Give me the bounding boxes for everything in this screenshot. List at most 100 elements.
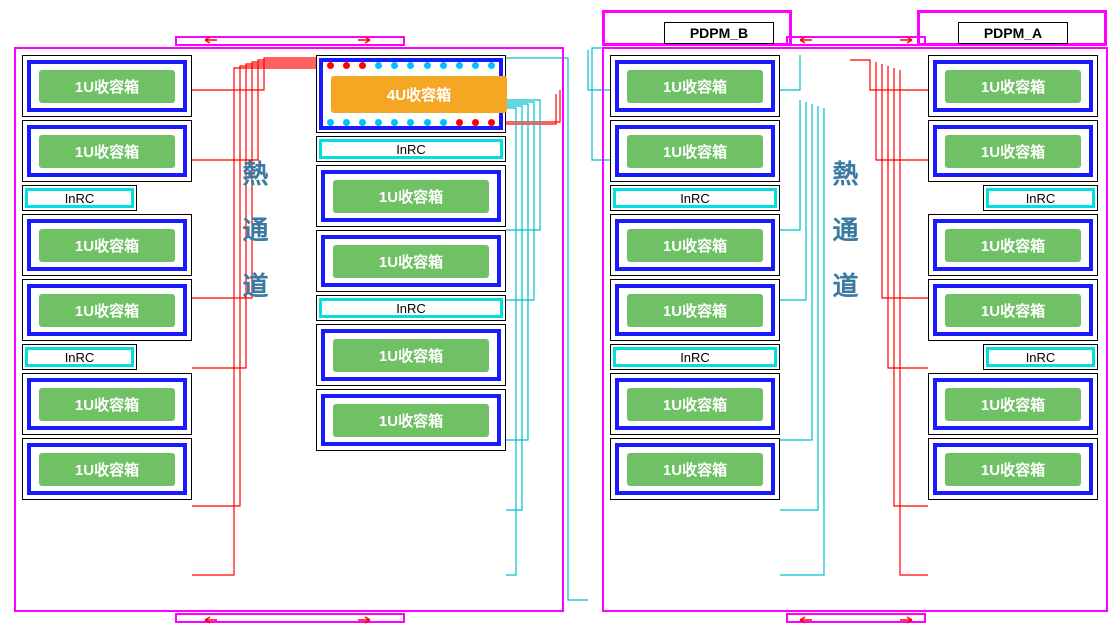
rack-1u-inner: 1U收容箱 (615, 125, 775, 177)
rack-1u: 1U收容箱 (928, 55, 1098, 117)
rack-1u-label: 1U收容箱 (333, 245, 489, 278)
port-dot (424, 119, 431, 126)
port-dot (391, 62, 398, 69)
inrc-label: InRC (65, 350, 95, 365)
inrc-label: InRC (396, 301, 426, 316)
rack-4u-label: 4U收容箱 (331, 76, 507, 113)
left-track-bottom (175, 613, 405, 623)
rack-1u: 1U收容箱 (22, 438, 192, 500)
port-dot (456, 62, 463, 69)
port-dot (375, 119, 382, 126)
port-dot (375, 62, 382, 69)
right-col-2: 1U收容箱1U收容箱InRC1U收容箱1U收容箱InRC1U收容箱1U收容箱 (928, 55, 1098, 503)
rack-1u: 1U收容箱 (610, 214, 780, 276)
rack-1u-label: 1U收容箱 (945, 70, 1081, 103)
dot-row-bottom (323, 119, 499, 126)
inrc-box: InRC (22, 344, 137, 370)
inrc-label: InRC (65, 191, 95, 206)
rack-1u-inner: 1U收容箱 (321, 235, 501, 287)
inrc-label: InRC (1026, 191, 1056, 206)
inrc-box: InRC (610, 185, 780, 211)
rack-1u-inner: 1U收容箱 (933, 284, 1093, 336)
rack-1u-label: 1U收容箱 (39, 453, 175, 486)
port-dot (424, 62, 431, 69)
rack-1u-inner: 1U收容箱 (321, 394, 501, 446)
rack-1u: 1U收容箱 (22, 279, 192, 341)
rack-1u-inner: 1U收容箱 (933, 219, 1093, 271)
rack-1u: 1U收容箱 (316, 165, 506, 227)
left-col-1: 1U收容箱1U收容箱InRC1U收容箱1U收容箱InRC1U收容箱1U收容箱 (22, 55, 192, 503)
rack-1u-inner: 1U收容箱 (615, 284, 775, 336)
port-dot (407, 119, 414, 126)
rack-1u-inner: 1U收容箱 (27, 378, 187, 430)
rack-1u: 1U收容箱 (928, 373, 1098, 435)
rack-1u-inner: 1U收容箱 (933, 125, 1093, 177)
left-hot-aisle-label: 熱通道 (236, 160, 273, 328)
rack-1u-label: 1U收容箱 (945, 453, 1081, 486)
rack-1u: 1U收容箱 (316, 230, 506, 292)
rack-1u: 1U收容箱 (22, 214, 192, 276)
rack-1u-label: 1U收容箱 (945, 294, 1081, 327)
inrc-label: InRC (396, 142, 426, 157)
inrc-inner: InRC (613, 188, 777, 208)
rack-1u-inner: 1U收容箱 (933, 443, 1093, 495)
rack-1u-label: 1U收容箱 (333, 339, 489, 372)
rack-1u-inner: 1U收容箱 (27, 219, 187, 271)
port-dot (327, 62, 334, 69)
rack-1u-inner: 1U收容箱 (27, 284, 187, 336)
rack-1u: 1U收容箱 (22, 373, 192, 435)
rack-1u-label: 1U收容箱 (945, 388, 1081, 421)
rack-1u-inner: 1U收容箱 (615, 443, 775, 495)
port-dot (391, 119, 398, 126)
left-col-2: 4U收容箱 InRC 1U收容箱 1U收容箱 InRC 1U收容箱 1U收容箱 (316, 55, 506, 454)
pdpm-a-label: PDPM_A (984, 25, 1042, 41)
rack-1u: 1U收容箱 (610, 279, 780, 341)
rack-1u-inner: 1U收容箱 (27, 60, 187, 112)
rack-1u-inner: 1U收容箱 (615, 219, 775, 271)
inrc-box: InRC (983, 185, 1098, 211)
port-dot (327, 119, 334, 126)
rack-1u-label: 1U收容箱 (627, 135, 763, 168)
inrc-inner: InRC (986, 188, 1095, 208)
inrc-box: InRC (22, 185, 137, 211)
pdpm-b-label: PDPM_B (690, 25, 748, 41)
inrc-inner: InRC (25, 188, 134, 208)
rack-1u-label: 1U收容箱 (333, 180, 489, 213)
rack-1u: 1U收容箱 (316, 324, 506, 386)
inrc-label: InRC (680, 191, 710, 206)
rack-1u: 1U收容箱 (928, 120, 1098, 182)
inrc-box: InRC (316, 136, 506, 162)
port-dot (440, 62, 447, 69)
inrc-inner: InRC (25, 347, 134, 367)
rack-1u: 1U收容箱 (928, 214, 1098, 276)
port-dot (359, 119, 366, 126)
rack-1u: 1U收容箱 (928, 438, 1098, 500)
rack-layout-diagram: 1U收容箱 1U收容箱 InRC 1U收容箱 1U收容箱 InRC 1U收容箱 1U收容箱 4… (0, 0, 1120, 643)
rack-1u-label: 1U收容箱 (945, 135, 1081, 168)
port-dot (343, 62, 350, 69)
right-track-bottom (786, 613, 926, 623)
inrc-inner: InRC (319, 139, 503, 159)
inrc-label: InRC (680, 350, 710, 365)
rack-1u-inner: 1U收容箱 (615, 60, 775, 112)
pdpm-b-box: PDPM_B (664, 22, 774, 44)
inrc-box: InRC (316, 295, 506, 321)
rack-1u: 1U收容箱 (610, 373, 780, 435)
port-dot (407, 62, 414, 69)
port-dot (359, 62, 366, 69)
rack-4u-inner: 4U收容箱 (319, 58, 503, 130)
rack-1u-label: 1U收容箱 (39, 70, 175, 103)
rack-1u-label: 1U收容箱 (627, 229, 763, 262)
right-track-top (786, 36, 926, 46)
rack-1u: 1U收容箱 (22, 55, 192, 117)
port-dot (472, 62, 479, 69)
rack-1u-inner: 1U收容箱 (615, 378, 775, 430)
rack-1u-label: 1U收容箱 (627, 294, 763, 327)
rack-1u-label: 1U收容箱 (39, 229, 175, 262)
rack-1u-inner: 1U收容箱 (27, 443, 187, 495)
right-hot-aisle-label: 熱通道 (826, 160, 863, 328)
port-dot (472, 119, 479, 126)
dot-row-top (323, 62, 499, 69)
port-dot (440, 119, 447, 126)
port-dot (488, 62, 495, 69)
